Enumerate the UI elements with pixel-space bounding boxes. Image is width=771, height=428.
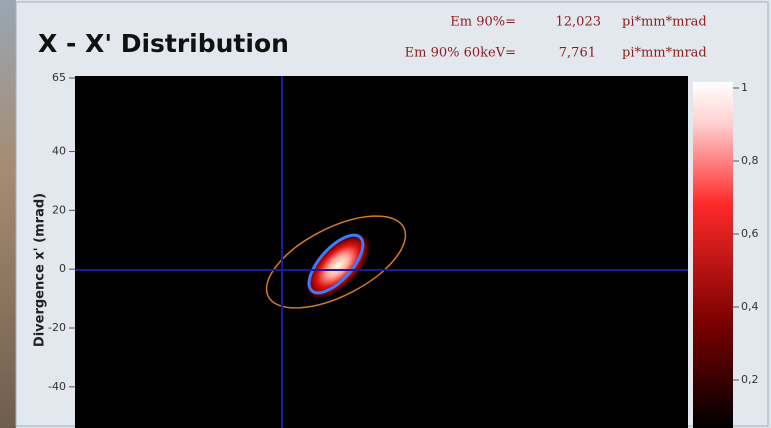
em-label: Em 90% 60keV= [405,46,516,61]
background-photo-strip [0,0,16,428]
y-tick-label: 20 [52,203,66,216]
y-tick-label: 0 [59,262,66,275]
y-tick-label: 65 [52,71,66,84]
panel-title: X - X' Distribution [38,29,289,58]
y-tick-label: -40 [48,380,66,393]
colorbar-tick-label: 0,4 [741,300,759,313]
plot-area [75,76,688,428]
colorbar-tick-label: 0,8 [741,154,759,167]
em-value: 7,761 [559,46,596,61]
colorbar-tick-label: 1 [741,81,748,94]
em-unit: pi*mm*mrad [622,15,707,30]
em-unit: pi*mm*mrad [622,46,707,61]
screen: X - X' Distribution Em 90%= 12,023 pi*mm… [0,0,771,428]
colorbar-tick-label: 0,6 [741,227,759,240]
y-tick-label: -20 [48,321,66,334]
y-tick-label: 40 [52,145,66,158]
colorbar [693,82,733,428]
colorbar-tick-label: 0,2 [741,373,759,386]
em-label: Em 90%= [450,15,516,30]
page: X - X' Distribution Em 90%= 12,023 pi*mm… [0,0,771,428]
y-axis-label: Divergence x' (mrad) [33,193,48,347]
em-value: 12,023 [556,15,602,30]
